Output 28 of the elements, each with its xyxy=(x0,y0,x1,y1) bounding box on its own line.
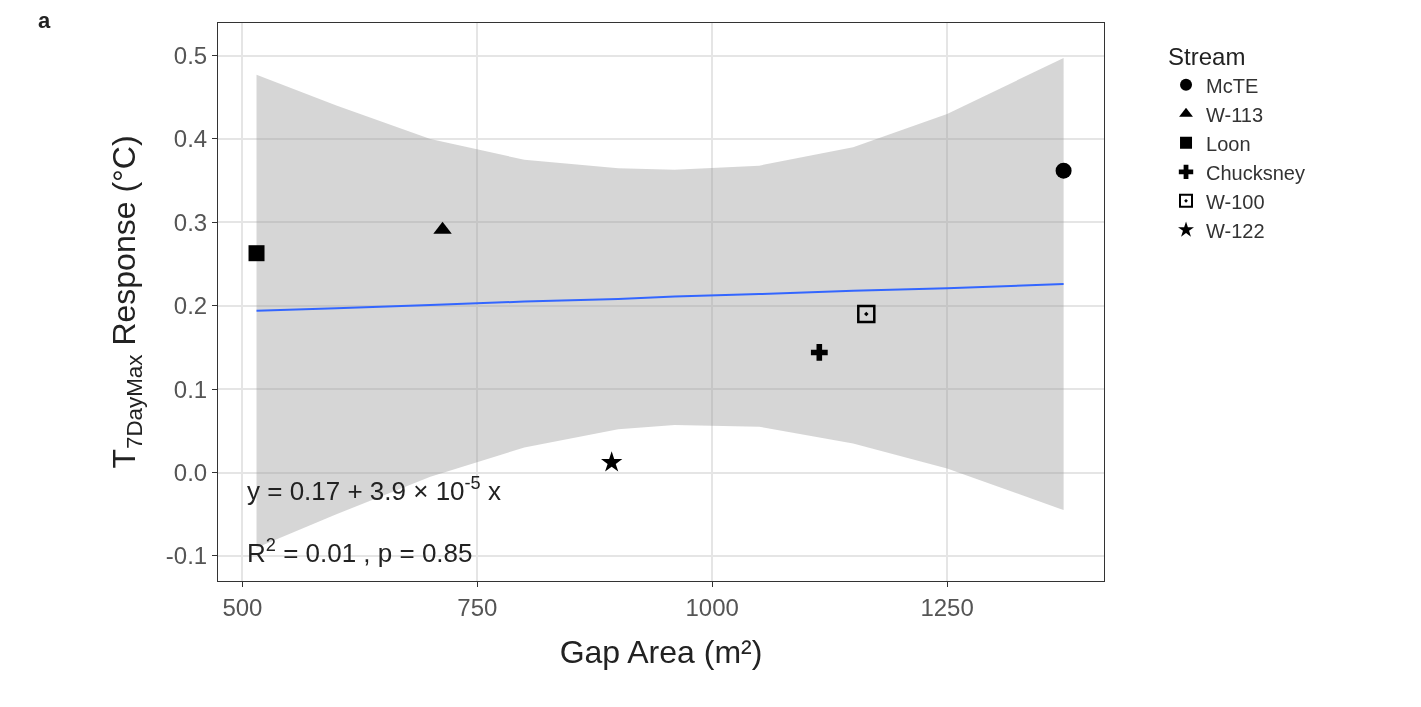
y-tick-label: -0.1 xyxy=(165,542,208,570)
point xyxy=(248,245,265,262)
y-tick-label: 0.0 xyxy=(173,458,208,486)
legend-label: Chucksney xyxy=(1206,161,1305,184)
y-tick-label: 0.1 xyxy=(173,375,208,403)
x-tick-label: 1250 xyxy=(920,593,974,621)
legend-label: W-113 xyxy=(1206,103,1264,126)
x-tick-label: 1000 xyxy=(685,593,739,621)
line-series xyxy=(255,283,1065,312)
y-tick-label: 0.2 xyxy=(173,292,208,320)
y-tick-label: 0.3 xyxy=(173,208,208,236)
x-tick-label: 750 xyxy=(457,593,498,621)
point xyxy=(601,451,623,472)
y-tick-label: 0.5 xyxy=(173,41,208,69)
x-axis-title: Gap Area (m²) xyxy=(559,633,763,670)
annotation: y = 0.17 + 3.9 × 10$^{-5}$ x xyxy=(247,473,501,506)
point xyxy=(810,344,828,361)
point xyxy=(857,304,876,324)
legend-title: Stream xyxy=(1168,43,1246,71)
text: a xyxy=(38,8,51,33)
x-tick-label: 500 xyxy=(222,593,263,621)
legend-label: Loon xyxy=(1206,132,1251,155)
point xyxy=(1055,162,1072,179)
y-tick-label: 0.4 xyxy=(173,125,208,153)
legend-label: McTE xyxy=(1206,74,1259,97)
legend-label: W-100 xyxy=(1206,190,1265,213)
legend-label: W-122 xyxy=(1206,219,1265,242)
annotation: R$^{2}$ = 0.01 , p = 0.85 xyxy=(247,535,473,568)
